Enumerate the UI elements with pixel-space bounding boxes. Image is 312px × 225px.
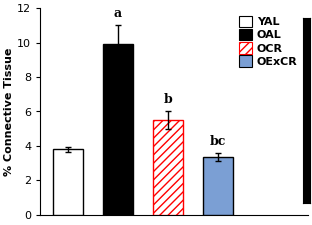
Bar <box>153 120 183 215</box>
Y-axis label: % Connective Tissue: % Connective Tissue <box>4 47 14 176</box>
Legend: YAL, OAL, OCR, OExCR: YAL, OAL, OCR, OExCR <box>236 14 300 69</box>
Bar <box>103 44 133 215</box>
Text: b: b <box>163 93 172 106</box>
Text: bc: bc <box>210 135 226 148</box>
Bar <box>53 149 83 215</box>
Bar <box>203 157 233 215</box>
Text: a: a <box>114 7 122 20</box>
